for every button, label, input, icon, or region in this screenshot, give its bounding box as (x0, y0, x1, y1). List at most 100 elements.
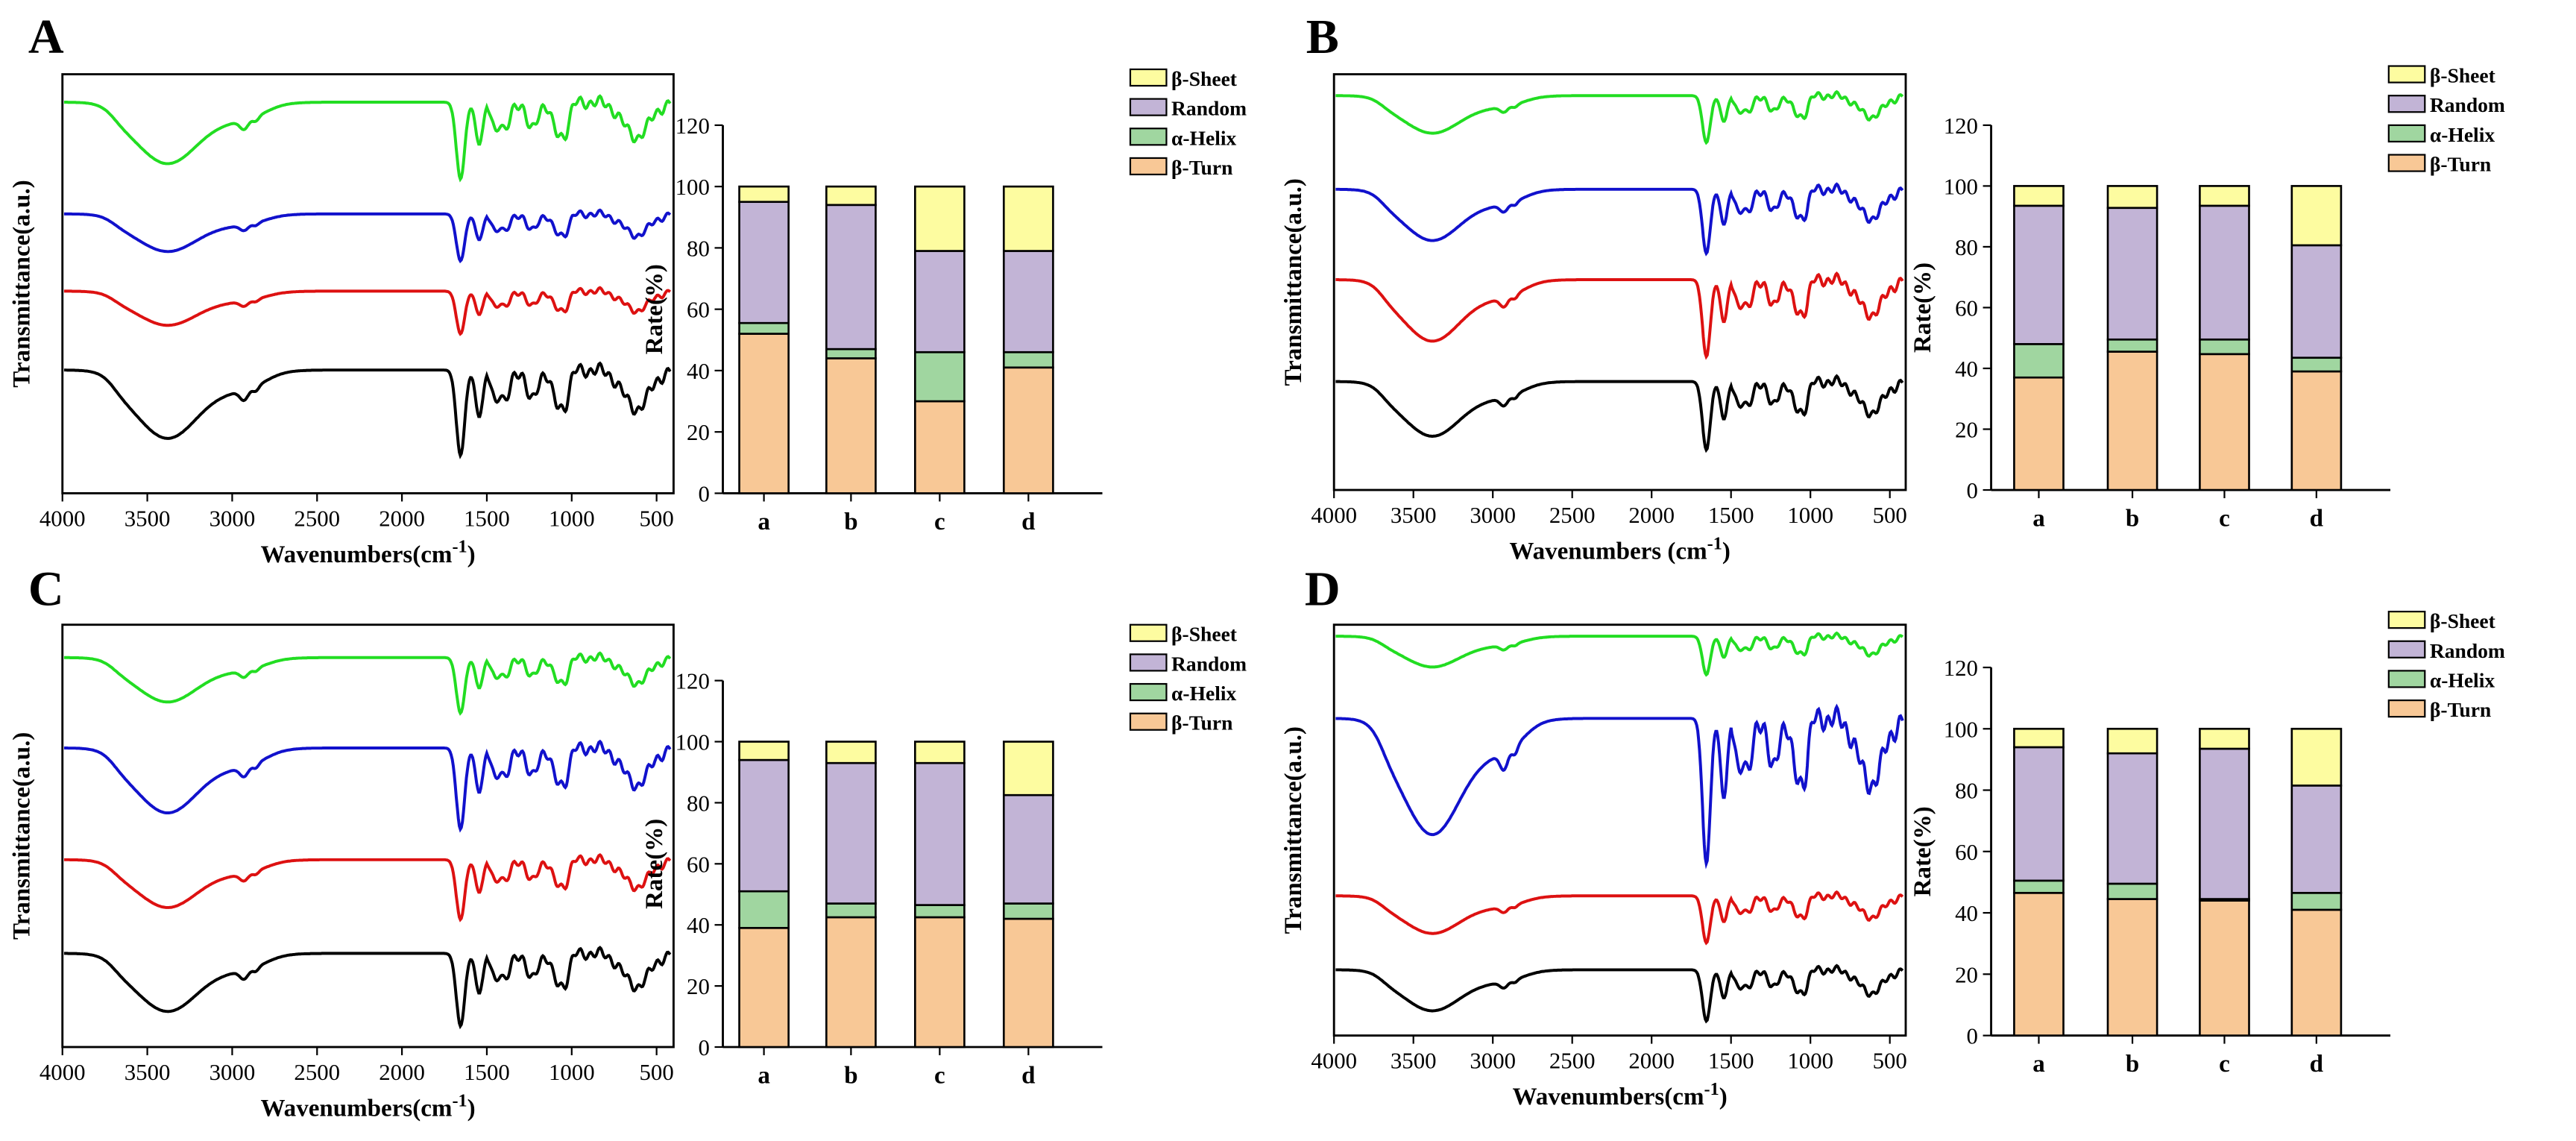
y-tick-label: 80 (687, 236, 710, 261)
spectra-axes-frame (61, 623, 675, 1049)
x-tick-label: 2000 (1628, 1049, 1675, 1074)
y-tick-label: 100 (676, 175, 710, 200)
bar-segment-Random (2013, 746, 2065, 882)
superscript: -1 (452, 537, 467, 557)
y-tick-label: 60 (1955, 840, 1978, 865)
bar-segment-α-Helix (913, 351, 966, 403)
y-tick-label: 80 (1955, 235, 1978, 260)
y-tick-label: 60 (687, 298, 710, 323)
category-label: c (934, 1062, 945, 1089)
legend-label: β-Turn (1171, 711, 1232, 735)
x-tick-label: 2000 (1628, 503, 1675, 528)
y-axis-label: Transmittance(a.u.) (9, 732, 36, 940)
legend-label: Random (1171, 652, 1247, 675)
category-label: a (2032, 506, 2045, 532)
y-tick-label: 80 (1955, 779, 1978, 804)
bar-segment-Random (738, 758, 790, 893)
bar-segment-β-Turn (2199, 353, 2250, 491)
x-tick-label: 4000 (1311, 1049, 1357, 1074)
legend-label: α-Helix (1171, 682, 1236, 705)
y-tick-label: 0 (698, 481, 709, 506)
bar-segment-β-Turn (825, 916, 877, 1049)
bar-segment-β-Turn (738, 926, 790, 1049)
legend-label: Random (2430, 639, 2505, 662)
bar-segment-β-Turn (2106, 351, 2158, 491)
legend-label: α-Helix (1171, 126, 1236, 149)
bar-segment-α-Helix (2290, 356, 2343, 373)
x-tick-label: 3500 (125, 506, 171, 532)
bar-segment-β-Sheet (738, 741, 790, 761)
x-tick-label: 1000 (549, 506, 595, 532)
category-label: d (2310, 506, 2324, 532)
bar-segment-α-Helix (2013, 343, 2065, 379)
bar-segment-β-Sheet (2013, 727, 2065, 749)
category-label: a (758, 1062, 770, 1089)
category-label: c (934, 509, 945, 535)
y-tick-label: 120 (676, 669, 710, 694)
x-tick-label: 500 (640, 506, 674, 532)
legend-swatch (2387, 154, 2426, 172)
spectra-axes-frame (61, 73, 675, 494)
legend-swatch (2387, 124, 2426, 143)
bar-segment-Random (738, 201, 790, 324)
y-tick-label: 40 (1955, 901, 1978, 926)
bar-segment-β-Sheet (913, 741, 966, 764)
paren: ) (1722, 538, 1731, 565)
y-axis-label: Transmittance(a.u.) (9, 180, 36, 387)
spectra-axes-frame (1332, 623, 1907, 1037)
bar-segment-α-Helix (1002, 351, 1054, 369)
legend-swatch (1129, 682, 1168, 702)
spectrum-line-1 (63, 208, 672, 264)
bar-segment-Random (2290, 244, 2343, 359)
category-label: d (1021, 1062, 1036, 1089)
x-tick-label: 4000 (1311, 503, 1357, 528)
y-tick-label: 20 (1955, 962, 1978, 987)
spectrum-line-2 (63, 286, 672, 336)
x-tick-label: 2500 (294, 1060, 340, 1085)
bar-segment-β-Sheet (2199, 727, 2250, 750)
category-label: b (2126, 506, 2139, 532)
y-tick-label: 100 (1944, 717, 1978, 742)
legend-label: β-Sheet (1171, 623, 1238, 646)
spectrum-line-3 (63, 361, 672, 459)
bar-segment-Random (825, 204, 877, 351)
x-tick-label: 4000 (40, 506, 86, 532)
y-tick-label: 20 (687, 974, 710, 999)
bar-segment-β-Turn (825, 357, 877, 494)
x-tick-label: 3000 (1470, 1049, 1516, 1074)
bar-segment-Random (2106, 752, 2158, 885)
bar-segment-α-Helix (2106, 338, 2158, 353)
y-tick-label: 120 (1944, 113, 1978, 139)
bar-segment-Random (2106, 207, 2158, 341)
x-tick-label: 500 (640, 1060, 674, 1085)
category-label: b (844, 1062, 857, 1089)
paren: ) (467, 541, 476, 568)
y-tick-label: 120 (676, 113, 710, 139)
bar-segment-α-Helix (2106, 882, 2158, 900)
x-axis-label: Wavenumbers(cm-1) (1512, 1079, 1727, 1110)
bar-segment-β-Turn (1002, 366, 1054, 494)
category-label: d (2310, 1051, 2324, 1078)
bar-segment-β-Sheet (825, 185, 877, 207)
x-axis-label: Wavenumbers(cm-1) (260, 1090, 475, 1122)
legend-swatch (1129, 712, 1168, 731)
x-tick-label: 3500 (1391, 1049, 1437, 1074)
bar-segment-Random (2199, 204, 2250, 341)
panel-label: C (28, 562, 64, 616)
spectrum-line-0 (1335, 89, 1904, 145)
bar-segment-β-Sheet (2013, 185, 2065, 207)
spectrum-line-0 (63, 651, 672, 716)
x-tick-label: 2000 (379, 506, 425, 532)
category-label: c (2219, 1051, 2230, 1078)
y-tick-label: 0 (1967, 478, 1978, 503)
spectra-axes-frame (1332, 73, 1907, 491)
y-tick-label: 40 (1955, 356, 1978, 382)
y-tick-label: 20 (1955, 418, 1978, 443)
bar-segment-β-Turn (738, 333, 790, 494)
legend-swatch (2387, 640, 2426, 658)
bar-segment-α-Helix (825, 902, 877, 919)
spectrum-line-2 (63, 853, 672, 922)
category-label: b (2126, 1051, 2139, 1078)
legend-label: Random (1171, 97, 1247, 120)
category-label: a (2032, 1051, 2045, 1078)
